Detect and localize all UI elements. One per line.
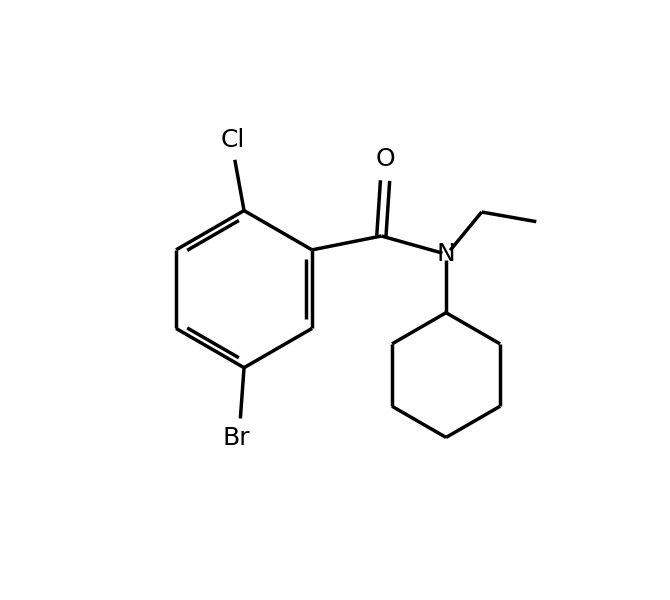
Text: Br: Br [223, 426, 251, 450]
Text: O: O [375, 148, 395, 172]
Text: Cl: Cl [220, 128, 245, 152]
Text: N: N [437, 242, 456, 266]
